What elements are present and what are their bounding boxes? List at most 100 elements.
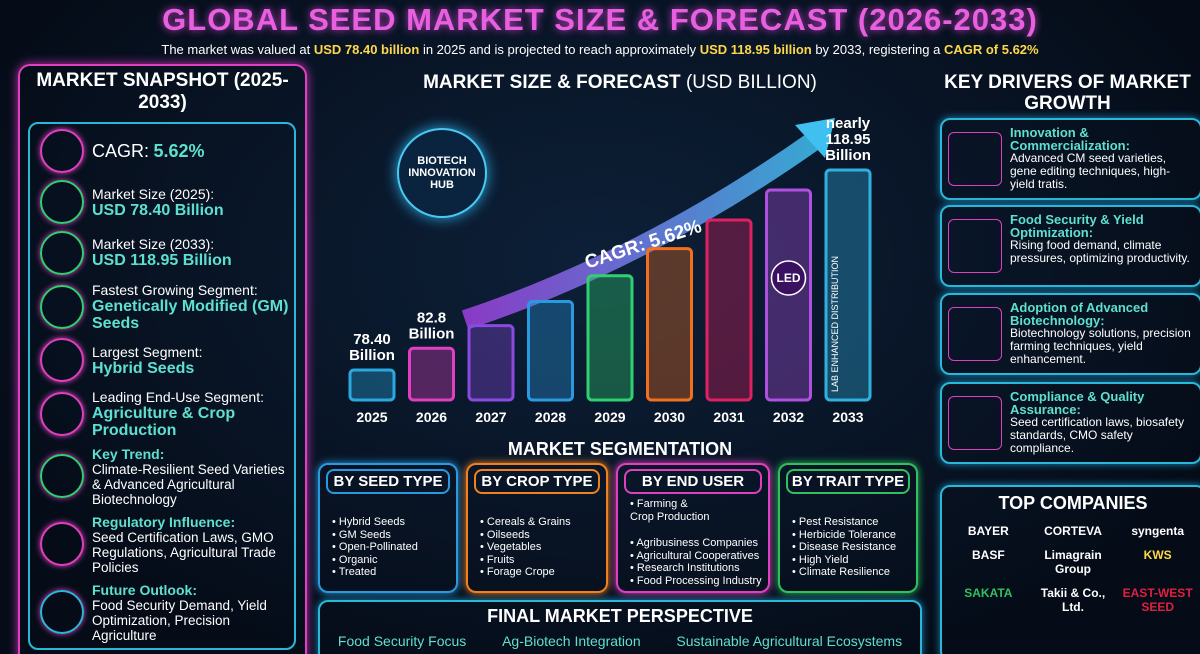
driver-text: Compliance & Quality Assurance: Seed cert…	[1010, 390, 1194, 456]
driver-text: Adoption of Advanced Biotechnology: Biote…	[1010, 301, 1194, 367]
x-tick-label: 2026	[416, 409, 447, 425]
driver-title: Innovation & Commercialization:	[1010, 125, 1130, 153]
x-tick-label: 2032	[773, 409, 804, 425]
driver-title: Adoption of Advanced Biotechnology:	[1010, 300, 1149, 328]
driver-box: Innovation & Commercialization: Advanced …	[940, 118, 1200, 200]
segment-item: GM Seeds	[332, 529, 456, 542]
snapshot-panel	[18, 64, 307, 654]
bar	[467, 324, 515, 402]
x-tick-label: 2030	[654, 409, 685, 425]
driver-desc: Seed certification laws, biosafety stand…	[1010, 415, 1185, 455]
segment-item: Forage Crope	[480, 566, 606, 579]
snapshot-item: Future Outlook: Food Security Demand, Yie…	[30, 582, 294, 643]
snapshot-label: Leading End-Use Segment:	[92, 389, 264, 406]
segment-item: Herbicide Tolerance	[792, 529, 916, 542]
snapshot-value: Seed Certification Laws, GMO Regulations…	[92, 529, 276, 575]
snapshot-text: CAGR: 5.62%	[92, 141, 205, 162]
company: KWS	[1143, 548, 1172, 562]
subtitle-part: in 2025 and is projected to reach approx…	[419, 42, 700, 57]
snapshot-text: Key Trend: Climate-Resilient Seed Varieti…	[92, 446, 294, 507]
segment-header: BY TRAIT TYPE	[786, 469, 910, 494]
bar	[348, 368, 396, 402]
segment-item: Treated	[332, 566, 456, 579]
value-label: 118.95	[825, 131, 870, 148]
segment-item: Pest Resistance	[792, 516, 916, 529]
driver-box: Food Security & Yield Optimization: Risin…	[940, 205, 1200, 287]
driver-icon	[948, 132, 1002, 186]
segment-item: High Yield	[792, 554, 916, 567]
bar	[586, 274, 634, 402]
segment-item: Agribusiness Companies	[630, 537, 768, 550]
segment-box: BY CROP TYPE Cereals & GrainsOilseedsVege…	[466, 463, 608, 593]
subtitle-part: CAGR of 5.62%	[943, 42, 1039, 57]
title: GLOBAL SEED MARKET SIZE & FORECAST (2026…	[162, 2, 1038, 37]
snapshot-icon	[40, 284, 84, 329]
driver-box: Compliance & Quality Assurance: Seed cert…	[940, 382, 1200, 464]
segment-item: Climate Resilience	[792, 566, 916, 579]
snapshot-icon	[40, 392, 84, 437]
segment-box: BY TRAIT TYPE Pest ResistanceHerbicide To…	[778, 463, 918, 593]
segment-item: Organic	[332, 554, 456, 567]
driver-desc: Advanced CM seed varieties, gene editing…	[1010, 151, 1171, 191]
snapshot-item: Regulatory Influence: Seed Certification …	[30, 514, 294, 575]
snapshot-value: USD 78.40 Billion	[92, 201, 224, 219]
bar	[705, 218, 753, 402]
led-badge	[770, 260, 807, 296]
segment-item: Fruits	[480, 554, 606, 567]
snapshot-label: Regulatory Influence:	[92, 513, 236, 530]
snapshot-icon	[40, 338, 84, 383]
snapshot-text: Fastest Growing Segment: Genetically Modi…	[92, 282, 294, 332]
snapshot-label: Market Size (2025):	[92, 185, 215, 202]
segment-header: BY SEED TYPE	[326, 469, 450, 494]
segment-list: Hybrid SeedsGM SeedsOpen-PollinatedOrgan…	[320, 516, 456, 579]
segment-item: Oilseeds	[480, 529, 606, 542]
perspective-panel: FINAL MARKET PERSPECTIVE Food Security F…	[318, 600, 922, 654]
snapshot-icon	[40, 590, 84, 634]
company: BAYER	[967, 524, 1009, 538]
driver-text: Food Security & Yield Optimization: Risin…	[1010, 213, 1194, 279]
segment-header: BY END USER	[624, 469, 762, 494]
snapshot-text: Market Size (2025): USD 78.40 Billion	[92, 186, 224, 219]
subtitle-part: The market was valued at	[161, 42, 314, 57]
snapshot-item: Key Trend: Climate-Resilient Seed Varieti…	[30, 446, 294, 507]
x-tick-label: 2031	[713, 409, 744, 425]
snapshot-text: Leading End-Use Segment: Agriculture & Cr…	[92, 389, 294, 439]
companies-title: TOP COMPANIES	[998, 493, 1148, 513]
segment-header: BY CROP TYPE	[474, 469, 600, 494]
company: Takii & Co., Ltd.	[1040, 586, 1106, 614]
segment-list: Pest ResistanceHerbicide ToleranceDiseas…	[780, 516, 916, 579]
snapshot-label: Largest Segment:	[92, 343, 203, 360]
segment-list: Farming & Crop Production Agribusiness Co…	[618, 498, 768, 587]
x-tick-label: 2028	[535, 409, 566, 425]
snapshot-title: MARKET SNAPSHOT (2025-2033)	[36, 70, 289, 113]
driver-icon	[948, 219, 1002, 273]
segment-item: Disease Resistance	[792, 541, 916, 554]
snapshot-value: Hybrid Seeds	[92, 359, 195, 377]
subtitle-part: USD 78.40 billion	[313, 42, 420, 57]
snapshot-icon	[40, 522, 84, 567]
driver-box: Adoption of Advanced Biotechnology: Biote…	[940, 293, 1200, 375]
snapshot-value: Agriculture & Crop Production	[92, 405, 236, 440]
perspective-title: FINAL MARKET PERSPECTIVE	[487, 606, 753, 626]
snapshot-value: 5.62%	[153, 140, 205, 161]
perspective-items: Food Security Focus Ag-Biotech Integratio…	[320, 633, 920, 649]
segment-item: Farming & Crop Production	[630, 498, 710, 523]
bar	[646, 247, 693, 402]
segment-list: Cereals & GrainsOilseedsVegetablesFruits…	[468, 516, 606, 579]
chart-title: MARKET SIZE & FORECAST (USD BILLION)	[315, 72, 925, 94]
snapshot-item: Leading End-Use Segment: Agriculture & Cr…	[30, 389, 294, 439]
driver-desc: Rising food demand, climate pressures, o…	[1010, 238, 1190, 265]
chart-title-unit: (USD BILLION)	[685, 72, 817, 93]
perspective-item: Food Security Focus	[337, 633, 467, 649]
snapshot-label: Key Trend:	[92, 445, 165, 462]
driver-icon	[948, 307, 1002, 361]
segment-item: Food Processing Industry	[630, 575, 768, 588]
snapshot-value: Food Security Demand, Yield Optimization…	[92, 597, 267, 643]
bar	[408, 346, 455, 402]
bar	[527, 299, 574, 402]
subtitle-part: by 2033, registering a	[811, 42, 944, 57]
snapshot-text: Future Outlook: Food Security Demand, Yie…	[92, 582, 294, 643]
snapshot-text: Regulatory Influence: Seed Certification …	[92, 514, 294, 575]
snapshot-value: Climate-Resilient Seed Varieties & Advan…	[92, 461, 285, 507]
segment-item: Open-Pollinated	[332, 541, 456, 554]
